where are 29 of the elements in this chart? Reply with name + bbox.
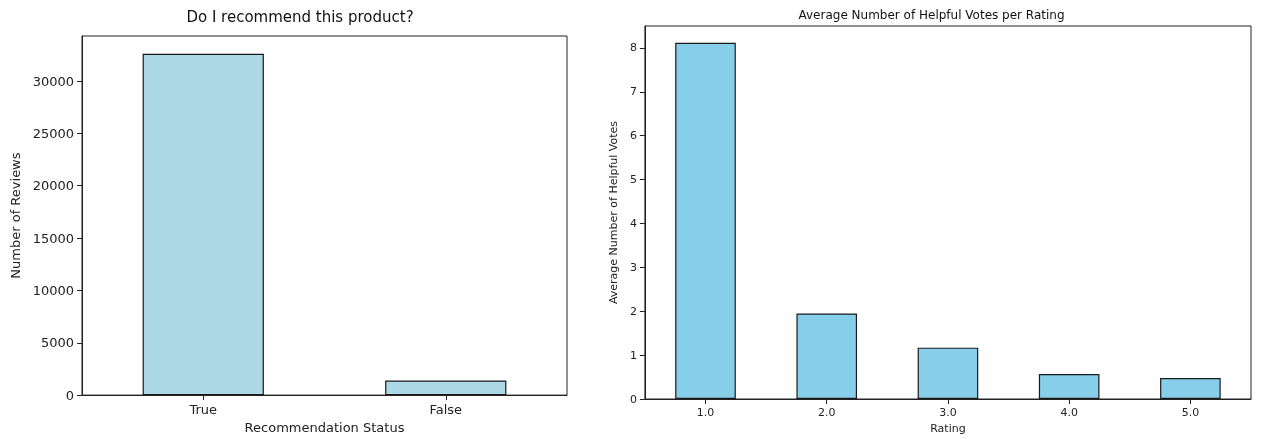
y-tick-label: 2 — [629, 304, 637, 318]
y-tick-label: 7 — [629, 85, 637, 99]
x-tick-label: 1.0 — [696, 406, 715, 419]
y-tick-label: 0 — [65, 387, 74, 403]
x-tick-label: 5.0 — [1181, 406, 1200, 419]
y-tick-label: 5 — [629, 173, 637, 187]
y-tick-label: 4 — [629, 216, 637, 230]
y-tick-label: 1 — [629, 348, 637, 362]
y-tick-label: 3 — [629, 260, 637, 274]
y-tick-label: 30000 — [32, 73, 74, 89]
y-tick-label: 8 — [629, 41, 637, 55]
x-tick-label: 3.0 — [939, 406, 957, 419]
chart-title: Average Number of Helpful Votes per Rating — [798, 8, 1065, 22]
y-tick-label: 0 — [629, 392, 637, 406]
x-tick-label: 4.0 — [1060, 406, 1078, 419]
chart-title: Do I recommend this product? — [186, 7, 414, 26]
x-tick-label: True — [188, 402, 218, 418]
y-tick-label: 6 — [629, 129, 637, 143]
y-tick-label: 15000 — [32, 230, 74, 246]
y-tick-label: 20000 — [32, 178, 74, 194]
y-axis-title: Average Number of Helpful Votes — [607, 120, 620, 305]
y-axis-title: Number of Reviews — [7, 152, 23, 279]
x-tick-label: 2.0 — [817, 406, 836, 419]
y-tick-label: 5000 — [40, 335, 74, 351]
y-tick-label: 10000 — [32, 282, 74, 298]
y-tick-label: 25000 — [32, 125, 74, 141]
x-tick-label: False — [429, 402, 463, 418]
x-axis-title: Rating — [930, 422, 966, 435]
x-axis-title: Recommendation Status — [244, 420, 405, 435]
